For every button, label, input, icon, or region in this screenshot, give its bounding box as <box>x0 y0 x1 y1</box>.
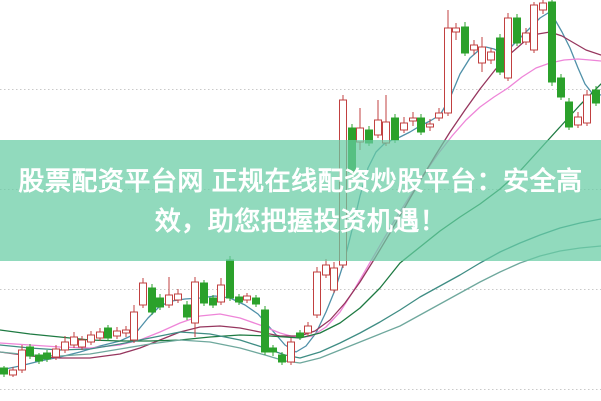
promo-banner-line-1: 股票配资平台网 正规在线配资炒股平台：安全高 <box>18 165 583 196</box>
promo-banner-line-2: 效，助您把握投资机遇！ <box>154 205 447 236</box>
promo-banner: 股票配资平台网 正规在线配资炒股平台：安全高 效，助您把握投资机遇！ <box>0 140 601 261</box>
